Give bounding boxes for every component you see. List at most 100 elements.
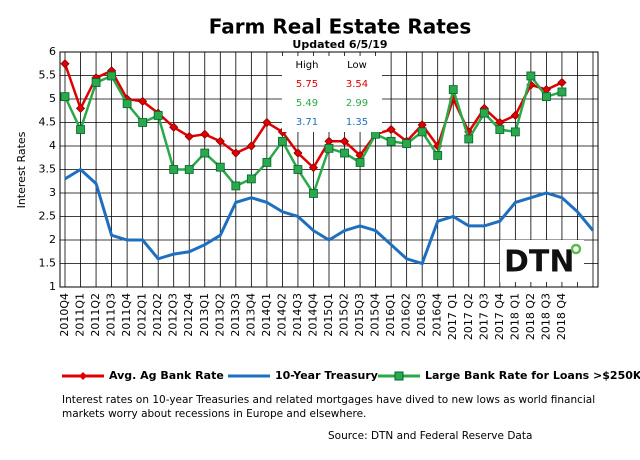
marker <box>464 134 474 144</box>
marker <box>293 165 303 174</box>
marker <box>433 150 443 160</box>
source: Source: DTN and Federal Reserve Data <box>328 430 533 442</box>
stats-high: 5.49 <box>295 98 319 109</box>
stats-row: 5.49 2.99 <box>282 94 382 113</box>
marker <box>138 96 148 106</box>
marker <box>339 136 350 146</box>
x-tick-label: 2015Q2 <box>338 293 351 337</box>
x-tick-label: 2011Q4 <box>120 293 133 337</box>
marker <box>557 77 567 88</box>
x-tick-label: 2018 Q3 <box>539 293 552 340</box>
marker <box>293 148 303 158</box>
x-tick-label: 2013Q1 <box>198 293 211 337</box>
marker <box>246 174 256 184</box>
x-tick-label: 2012Q2 <box>151 293 164 337</box>
x-tick-label: 2010Q4 <box>58 293 71 337</box>
marker <box>246 141 256 151</box>
marker <box>200 148 210 158</box>
x-tick-label: 2017 Q4 <box>493 293 506 340</box>
legend-marker <box>394 371 404 381</box>
legend-marker <box>79 372 87 380</box>
x-tick-label: 2011Q1 <box>74 293 87 337</box>
marker <box>510 110 520 121</box>
marker <box>355 158 365 167</box>
x-tick-label: 2018 Q4 <box>555 293 568 340</box>
x-tick-label: 2012Q4 <box>182 293 195 337</box>
stats-low: 3.54 <box>345 79 369 90</box>
marker <box>215 136 225 146</box>
stats-low: 2.99 <box>345 98 369 109</box>
legend-label: Avg. Ag Bank Rate <box>109 369 224 382</box>
stats-high: 3.71 <box>295 117 319 128</box>
series <box>60 71 567 198</box>
marker <box>479 108 489 118</box>
y-axis-label: Interest Rates <box>15 131 28 208</box>
stats-header-cell: High <box>295 60 319 71</box>
marker <box>308 163 319 173</box>
marker <box>278 136 287 146</box>
stats-row: 3.71 1.35 <box>282 113 382 132</box>
x-tick-label: 2015Q1 <box>322 293 335 337</box>
x-tick-label: 2012Q3 <box>167 293 180 337</box>
marker <box>153 111 163 120</box>
x-tick-label: 2013Q3 <box>229 293 242 337</box>
logo-text: DTN <box>504 245 574 280</box>
x-tick-label: 2017 Q3 <box>477 293 490 340</box>
marker <box>417 127 427 137</box>
series-line <box>64 167 595 266</box>
marker <box>200 129 210 139</box>
marker <box>542 92 551 102</box>
note: Interest rates on 10-year Treasuries and… <box>62 394 596 420</box>
y-tick-label: 3.5 <box>39 163 57 176</box>
marker <box>402 139 412 149</box>
marker <box>386 124 396 135</box>
x-tick-label: 2016Q3 <box>415 293 428 337</box>
marker <box>184 165 194 174</box>
marker <box>215 162 225 172</box>
marker <box>91 78 101 87</box>
stats-low: 1.35 <box>345 117 369 128</box>
marker <box>169 122 179 132</box>
x-tick-label: 2013Q2 <box>213 293 226 337</box>
marker <box>324 143 334 153</box>
stats-high: 5.75 <box>295 79 319 90</box>
y-tick-label: 4 <box>49 139 56 152</box>
legend-label: 10-Year Treasury <box>275 369 378 382</box>
x-tick-label: 2014Q3 <box>291 293 304 337</box>
stats-header: High Low <box>282 56 382 75</box>
marker <box>184 132 194 142</box>
series <box>64 167 595 266</box>
stats-row: 5.75 3.54 <box>282 75 382 94</box>
x-tick-label: 2015Q3 <box>353 293 366 337</box>
marker <box>495 125 505 134</box>
marker <box>122 99 132 109</box>
x-tick-label: 2016Q4 <box>431 293 444 337</box>
marker <box>60 92 70 102</box>
marker <box>386 136 396 146</box>
x-tick-label: 2014Q1 <box>260 293 273 337</box>
y-tick-label: 1 <box>49 280 56 293</box>
chart-title: Farm Real Estate Rates <box>209 15 472 39</box>
x-tick-label: 2014Q2 <box>275 293 288 337</box>
x-tick-label: 2011Q3 <box>105 293 118 337</box>
logo: DTN <box>500 240 584 282</box>
marker <box>107 71 116 81</box>
stats-box: High Low 5.75 3.54 5.49 2.99 3.71 1.35 <box>282 56 382 132</box>
x-tick-label: 2017 Q1 <box>446 293 459 340</box>
chart-subtitle: Updated 6/5/19 <box>292 38 387 51</box>
x-tick-label: 2016Q1 <box>384 293 397 337</box>
y-tick-label: 6 <box>49 45 56 58</box>
x-tick-label: 2015Q4 <box>369 293 382 337</box>
marker <box>169 165 179 174</box>
y-tick-label: 3 <box>49 186 56 199</box>
marker <box>448 85 458 94</box>
x-tick-label: 2013Q4 <box>244 293 257 337</box>
y-tick-label: 2 <box>49 233 56 246</box>
y-tick-label: 5 <box>49 92 56 105</box>
marker <box>231 148 241 158</box>
marker <box>231 181 241 191</box>
y-tick-label: 1.5 <box>39 257 57 270</box>
logo-dot <box>570 243 582 255</box>
marker <box>526 71 536 81</box>
